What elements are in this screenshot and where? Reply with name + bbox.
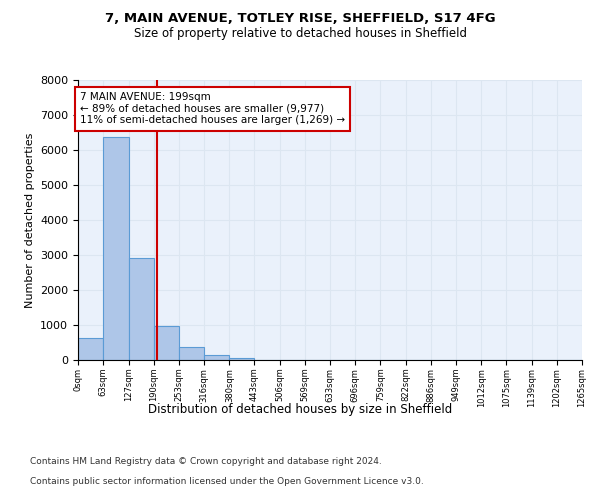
- Bar: [78, 338, 103, 360]
- Bar: [128, 258, 154, 360]
- Text: Distribution of detached houses by size in Sheffield: Distribution of detached houses by size …: [148, 402, 452, 415]
- Bar: [103, 136, 128, 360]
- Text: Contains public sector information licensed under the Open Government Licence v3: Contains public sector information licen…: [30, 478, 424, 486]
- Bar: [229, 358, 254, 360]
- Text: 7 MAIN AVENUE: 199sqm
← 89% of detached houses are smaller (9,977)
11% of semi-d: 7 MAIN AVENUE: 199sqm ← 89% of detached …: [80, 92, 345, 126]
- Bar: [154, 326, 179, 360]
- Text: 7, MAIN AVENUE, TOTLEY RISE, SHEFFIELD, S17 4FG: 7, MAIN AVENUE, TOTLEY RISE, SHEFFIELD, …: [104, 12, 496, 26]
- Y-axis label: Number of detached properties: Number of detached properties: [25, 132, 35, 308]
- Bar: [204, 355, 229, 360]
- Text: Size of property relative to detached houses in Sheffield: Size of property relative to detached ho…: [133, 28, 467, 40]
- Text: Contains HM Land Registry data © Crown copyright and database right 2024.: Contains HM Land Registry data © Crown c…: [30, 458, 382, 466]
- Bar: [179, 347, 204, 360]
